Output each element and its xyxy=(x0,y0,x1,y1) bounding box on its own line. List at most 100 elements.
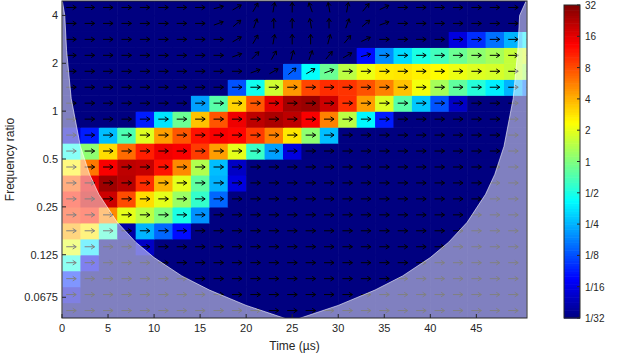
phase-arrow xyxy=(379,149,389,154)
x-tick-label: 40 xyxy=(424,322,436,334)
heat-cell xyxy=(209,143,228,160)
heat-cell xyxy=(449,47,468,64)
phase-arrow xyxy=(398,21,408,26)
phase-arrow xyxy=(453,117,463,122)
x-tick xyxy=(108,314,109,318)
heat-cell xyxy=(191,47,210,64)
phase-arrow xyxy=(140,37,150,42)
phase-arrow xyxy=(306,101,316,106)
heat-cell xyxy=(99,143,118,160)
y-tick xyxy=(62,15,66,16)
phase-arrow xyxy=(177,101,187,106)
phase-arrow xyxy=(287,117,297,122)
phase-arrow xyxy=(471,5,481,10)
heat-cell xyxy=(320,79,339,96)
phase-arrow xyxy=(232,69,242,74)
phase-arrow xyxy=(232,53,241,57)
heat-cell xyxy=(191,239,210,256)
phase-arrow xyxy=(324,181,334,186)
heat-cell xyxy=(283,111,302,128)
heat-cell xyxy=(228,63,247,80)
heat-cell xyxy=(393,175,412,192)
phase-arrow xyxy=(214,181,224,186)
colorbar-tick-label: 8 xyxy=(585,63,591,74)
heat-cell xyxy=(80,31,99,48)
phase-arrow xyxy=(471,197,481,202)
phase-arrow xyxy=(379,228,389,233)
heat-cell xyxy=(283,239,302,256)
heat-cell xyxy=(283,127,302,144)
phase-arrow xyxy=(324,260,334,265)
phase-arrow xyxy=(342,165,352,170)
heat-cell xyxy=(430,79,449,96)
heat-cell xyxy=(136,1,155,16)
heat-cell xyxy=(467,95,486,112)
heat-cell xyxy=(136,207,155,224)
heat-cell xyxy=(246,127,265,144)
phase-arrow xyxy=(508,21,518,26)
x-tick xyxy=(154,314,155,318)
heat-cell xyxy=(430,207,449,224)
phase-arrow xyxy=(250,165,260,170)
heat-cell xyxy=(191,15,210,32)
heat-cell xyxy=(265,95,284,112)
heat-cell xyxy=(154,191,173,208)
heat-cell xyxy=(154,239,173,256)
heat-cell xyxy=(80,63,99,80)
heat-cell xyxy=(191,95,210,112)
heat-cell xyxy=(357,175,376,192)
heat-cell xyxy=(99,1,118,16)
heat-cell xyxy=(228,127,247,144)
heat-cell xyxy=(209,79,228,96)
phase-arrow xyxy=(158,37,168,42)
phase-arrow xyxy=(453,85,463,90)
heat-cell xyxy=(301,47,320,64)
colorbar-tick xyxy=(577,286,580,287)
phase-arrow xyxy=(214,37,224,42)
phase-arrow xyxy=(342,69,352,74)
heat-cell xyxy=(154,207,173,224)
heat-cell xyxy=(375,63,394,80)
phase-arrow xyxy=(287,260,297,265)
heat-cell xyxy=(393,159,412,176)
phase-arrow xyxy=(287,308,297,313)
heat-cell xyxy=(412,207,431,224)
heat-cell xyxy=(99,175,118,192)
phase-arrow xyxy=(453,69,463,74)
heat-cell xyxy=(228,95,247,112)
phase-arrow xyxy=(272,34,277,44)
heat-cell xyxy=(412,1,431,16)
heat-cell xyxy=(467,31,486,48)
heat-cell xyxy=(283,143,302,160)
heat-cell xyxy=(338,191,357,208)
phase-arrow xyxy=(416,53,426,58)
phase-arrow xyxy=(158,244,168,249)
heat-cell xyxy=(172,175,191,192)
y-tick-label: 4 xyxy=(52,9,58,21)
phase-arrow xyxy=(232,244,242,249)
phase-arrow xyxy=(306,197,316,202)
heat-cell xyxy=(80,1,99,16)
phase-arrow xyxy=(140,228,150,233)
heat-cell xyxy=(246,111,265,128)
phase-arrow xyxy=(287,213,297,218)
phase-arrow xyxy=(250,85,260,90)
phase-arrow xyxy=(195,276,205,281)
phase-arrow xyxy=(379,244,389,249)
colorbar-tick xyxy=(577,130,580,131)
heat-cell xyxy=(154,95,173,112)
heat-cell xyxy=(99,79,118,96)
heat-cell xyxy=(393,207,412,224)
phase-arrow xyxy=(253,3,258,12)
x-tick-label: 45 xyxy=(470,322,482,334)
phase-arrow xyxy=(269,117,279,122)
heat-cell xyxy=(375,191,394,208)
heat-cell xyxy=(320,175,339,192)
phase-arrow xyxy=(140,101,150,106)
heat-cell xyxy=(265,111,284,128)
heat-cell xyxy=(117,31,136,48)
phase-arrow xyxy=(398,53,408,58)
heat-cell xyxy=(117,95,136,112)
phase-arrow xyxy=(324,292,334,297)
phase-arrow xyxy=(398,197,408,202)
